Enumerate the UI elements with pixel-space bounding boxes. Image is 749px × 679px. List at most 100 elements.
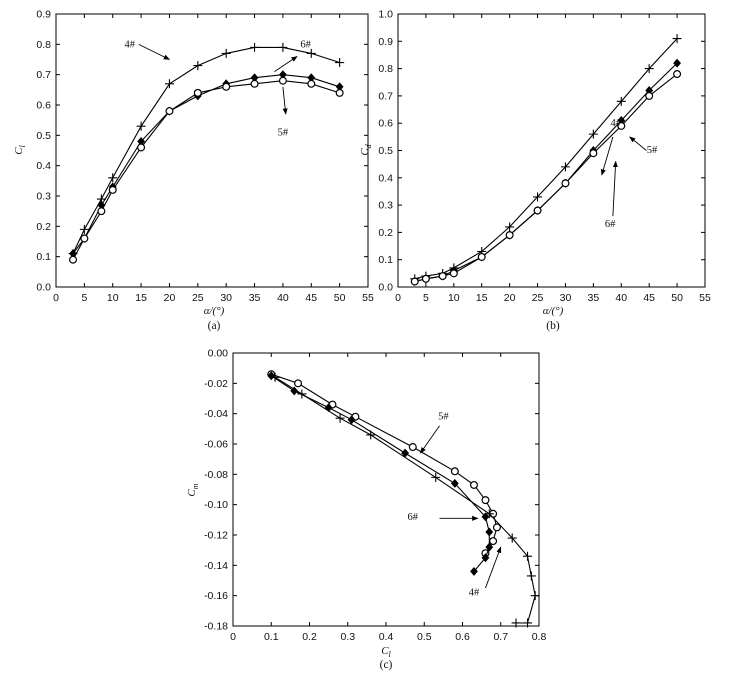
data-point-5-b [410,277,419,286]
x-tick-label-b: 20 [504,292,516,304]
series-line-5-b [414,73,678,283]
data-point-5-b [589,149,598,158]
annotation-arrow-6-b [612,160,618,217]
data-point-4-a [221,48,231,58]
x-tick-label-a: 35 [249,292,261,304]
data-point-5-c [489,537,498,546]
x-tick-label-a: 30 [220,292,232,304]
x-tick-label-a: 55 [362,292,374,304]
data-point-6-c [481,512,490,522]
data-point-5-b [438,272,447,281]
data-point-5-a [250,79,259,88]
data-point-6-b [673,58,681,68]
series-annotation-4-b: 4# [610,118,621,129]
series-annotation-6-a: 6# [300,39,311,50]
data-point-4-a [278,42,288,52]
data-point-4-a [250,42,260,52]
y-tick-label-b: 0.1 [378,254,393,266]
data-point-4-a [108,173,118,183]
x-tick-label-b: 45 [643,292,655,304]
x-tick-label-b: 40 [615,292,627,304]
series-line-4-c [274,376,536,624]
data-point-5-a [278,76,287,85]
series-line-6-b [414,62,678,283]
y-axis-label-a: Cl [13,144,27,154]
data-point-4-c [297,389,307,399]
annotation-arrow-5-c [420,425,440,454]
x-tick-label-c: 0.6 [455,631,470,643]
data-point-4-c [484,509,494,519]
y-tick-label-b: 0.6 [378,118,393,130]
data-point-5-a [193,88,202,97]
y-tick-label-b: 0.3 [378,200,393,212]
series-annotation-5-b: 5# [647,145,658,156]
y-tick-label-c: -0.08 [204,469,228,481]
data-point-4-b [644,64,654,74]
data-point-5-a [69,255,78,264]
y-tick-label-c: -0.16 [204,590,228,602]
data-point-5-b [449,269,458,278]
data-point-6-c [347,415,356,425]
panel-caption-c: (c) [380,659,393,671]
annotation-arrow-6-a [274,56,298,73]
series-annotation-6-b: 6# [605,219,616,230]
series-annotation-4-c: 4# [469,588,480,599]
data-point-4-c [523,618,533,628]
x-tick-label-a: 10 [107,292,119,304]
x-tick-label-c: 0.3 [340,631,355,643]
x-tick-label-b: 30 [560,292,572,304]
x-tick-label-a: 15 [135,292,147,304]
y-tick-label-c: -0.04 [204,408,228,420]
annotation-arrow-4-c [485,546,502,589]
data-point-4-b [672,34,682,44]
data-point-4-c [270,372,280,382]
data-point-6-c [290,386,299,396]
data-point-4-b [588,129,598,139]
data-point-6-c [450,478,459,488]
series-annotation-5-c: 5# [438,412,449,423]
x-tick-label-b: 5 [423,292,429,304]
x-tick-label-a: 40 [277,292,289,304]
data-point-4-b [560,162,570,172]
x-tick-label-b: 0 [395,292,401,304]
y-tick-label-c: -0.18 [204,621,228,633]
series-line-5-a [72,80,340,260]
x-tick-label-b: 15 [476,292,488,304]
y-tick-label-a: 0.4 [36,160,51,172]
y-tick-label-c: -0.02 [204,378,228,390]
x-tick-label-c: 0.7 [493,631,508,643]
data-point-5-a [222,82,231,91]
y-tick-label-b: 0.2 [378,227,393,239]
data-point-4-c [366,430,376,440]
data-point-5-c [469,480,478,489]
y-axis-label-c: Cm [186,483,200,496]
data-point-4-c [507,533,517,543]
data-point-4-c [431,472,441,482]
x-tick-label-c: 0.4 [379,631,394,643]
x-tick-label-c: 0.1 [264,631,279,643]
data-point-4-a [164,79,174,89]
y-tick-label-b: 0.4 [378,172,393,184]
data-point-5-a [307,79,316,88]
data-point-4-c [511,618,521,628]
panel-c-cm-vs-cl: 0 0.1 0.2 0.3 0.4 0.5 0.6 0.7 0.8 0.00 -0.02 -0.04 -… [186,348,546,672]
series-annotation-5-a: 5# [278,127,289,138]
x-axis-label-c: Cl [381,645,391,659]
y-tick-label-b: 1.0 [378,9,393,21]
series-annotation-4-a: 4# [124,39,135,50]
series-annotation-6-c: 6# [408,512,419,523]
y-tick-label-b: 0.9 [378,36,393,48]
data-point-5-b [505,231,514,240]
data-point-4-b [505,222,515,232]
data-point-5-a [137,143,146,152]
y-tick-label-a: 0.9 [36,9,51,21]
x-axis-label-a: α/(°) [204,305,225,317]
data-point-4-c [335,413,345,423]
data-point-4-a [136,121,146,131]
data-point-4-a [193,61,203,71]
x-tick-label-a: 0 [53,292,59,304]
data-point-5-c [492,523,501,532]
data-point-5-a [80,234,89,243]
plot-frame-c [232,352,540,627]
